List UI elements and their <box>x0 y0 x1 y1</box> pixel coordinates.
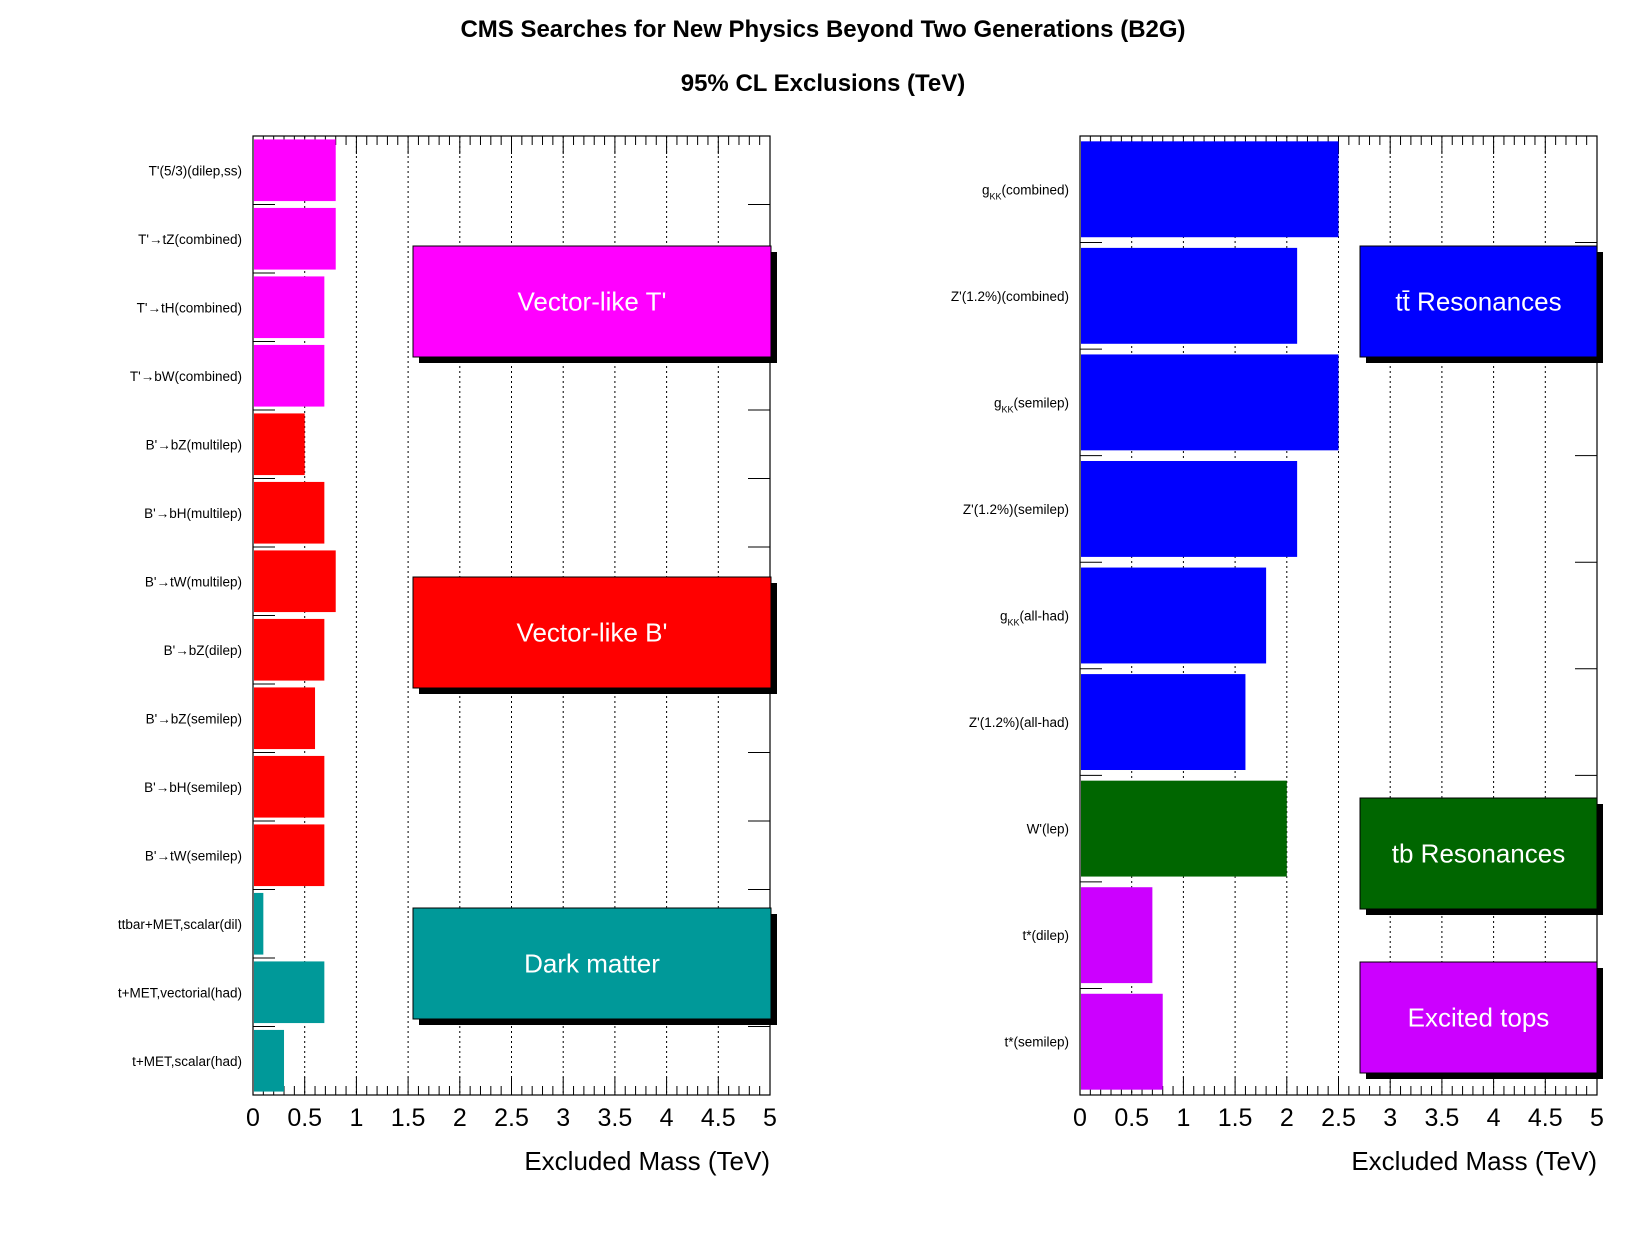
x-tick-label: 2 <box>453 1104 467 1132</box>
x-tick-label: 3 <box>556 1104 570 1132</box>
x-tick-label: 3.5 <box>1425 1104 1460 1132</box>
bar <box>254 1029 285 1092</box>
bar <box>254 618 325 681</box>
category-label: T'→bW(combined) <box>130 369 242 384</box>
x-axis-label: Excluded Mass (TeV) <box>1351 1146 1597 1176</box>
bar <box>254 961 325 1024</box>
x-tick-label: 4.5 <box>701 1104 736 1132</box>
x-tick-label: 0 <box>246 1104 260 1132</box>
x-tick-label: 1.5 <box>1218 1104 1253 1132</box>
x-tick-label: 1 <box>1176 1104 1190 1132</box>
legend-label: tt̄ Resonances <box>1395 287 1561 317</box>
bar <box>1081 567 1267 664</box>
category-label: t+MET,scalar(had) <box>132 1054 242 1069</box>
x-tick-label: 0.5 <box>287 1104 322 1132</box>
category-label: ttbar+MET,scalar(dil) <box>118 917 242 932</box>
bar <box>1081 993 1163 1090</box>
x-tick-label: 1 <box>349 1104 363 1132</box>
x-tick-label: 2.5 <box>494 1104 529 1132</box>
legend-label: tb Resonances <box>1392 839 1565 869</box>
bar <box>1081 887 1153 984</box>
legend-box <box>412 576 772 689</box>
category-label: B'→bH(semilep) <box>144 780 242 795</box>
category-label: B'→bZ(semilep) <box>146 711 242 726</box>
legend-box <box>1359 245 1598 358</box>
category-label: Z'(1.2%)(all-had) <box>969 715 1069 730</box>
bar <box>254 413 305 476</box>
legend-box <box>412 907 772 1020</box>
bar <box>1081 354 1339 451</box>
chart-subtitle: 95% CL Exclusions (TeV) <box>680 70 966 97</box>
legend-label: Dark matter <box>524 949 660 979</box>
x-tick-label: 2.5 <box>1321 1104 1356 1132</box>
category-label: gKK(combined) <box>982 182 1069 201</box>
x-tick-label: 0 <box>1073 1104 1087 1132</box>
legend-label: Vector-like T' <box>518 287 667 317</box>
x-tick-label: 5 <box>763 1104 777 1132</box>
bar <box>254 481 325 544</box>
x-tick-label: 4 <box>1487 1104 1501 1132</box>
legend-box <box>1359 797 1598 910</box>
x-tick-label: 0.5 <box>1114 1104 1149 1132</box>
x-tick-label: 1.5 <box>391 1104 426 1132</box>
category-label: gKK(all-had) <box>1000 609 1069 628</box>
legend-box <box>412 245 772 358</box>
category-label: T'→tH(combined) <box>137 300 242 315</box>
bar <box>1081 674 1246 771</box>
x-tick-label: 3.5 <box>598 1104 633 1132</box>
category-label: t*(semilep) <box>1004 1035 1069 1050</box>
category-label: T'→tZ(combined) <box>138 232 242 247</box>
bar <box>254 344 325 407</box>
bar <box>254 276 325 339</box>
bar <box>254 687 316 750</box>
x-tick-label: 5 <box>1590 1104 1604 1132</box>
bar <box>254 824 325 887</box>
bar <box>254 755 325 818</box>
bar <box>254 139 336 202</box>
x-axis-label: Excluded Mass (TeV) <box>524 1146 770 1176</box>
category-label: B'→tW(multilep) <box>145 574 242 589</box>
bar <box>254 892 264 955</box>
category-label: t+MET,vectorial(had) <box>118 985 242 1000</box>
bar <box>254 207 336 270</box>
legend-label: Excited tops <box>1408 1003 1550 1033</box>
x-tick-label: 2 <box>1280 1104 1294 1132</box>
x-tick-label: 4 <box>660 1104 674 1132</box>
category-label: W'(lep) <box>1027 822 1069 837</box>
bar <box>1081 141 1339 238</box>
category-label: B'→bZ(dilep) <box>164 643 242 658</box>
legend-box <box>1359 961 1598 1074</box>
legend-label: Vector-like B' <box>517 618 668 648</box>
panel-2: 0 0.5 1 1.5 2 2.5 3 3.5 4 4.5 5 Excluded Mass (TeV)… <box>951 135 1604 1176</box>
category-label: t*(dilep) <box>1022 928 1069 943</box>
chart-title: CMS Searches for New Physics Beyond Two … <box>460 16 1186 43</box>
category-label: Z'(1.2%)(semilep) <box>963 502 1069 517</box>
bar <box>254 550 336 613</box>
category-label: Z'(1.2%)(combined) <box>951 289 1069 304</box>
category-label: B'→bH(multilep) <box>144 506 242 521</box>
category-label: gKK(semilep) <box>994 395 1069 414</box>
category-label: T'(5/3)(dilep,ss) <box>149 163 242 178</box>
bar <box>1081 780 1287 877</box>
panel-1: 0 0.5 1 1.5 2 2.5 3 3.5 4 4.5 5 Excluded Mass (TeV)… <box>118 135 777 1176</box>
bar <box>1081 247 1298 344</box>
x-tick-label: 4.5 <box>1528 1104 1563 1132</box>
category-label: B'→bZ(multilep) <box>146 437 242 452</box>
x-tick-label: 3 <box>1383 1104 1397 1132</box>
bar <box>1081 460 1298 557</box>
category-label: B'→tW(semilep) <box>145 848 242 863</box>
